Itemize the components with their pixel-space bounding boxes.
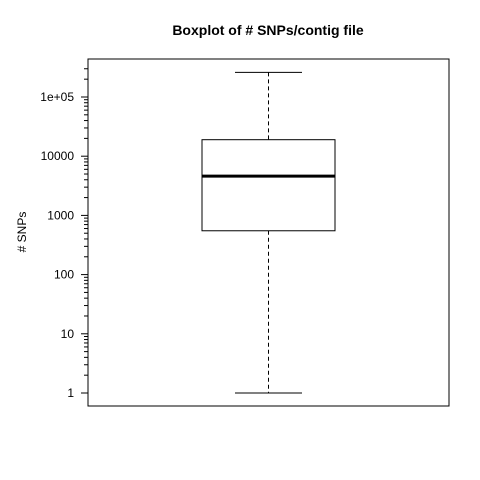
y-tick-label: 1e+05 <box>40 90 74 104</box>
chart-title: Boxplot of # SNPs/contig file <box>172 22 364 38</box>
y-tick-label: 10 <box>61 327 75 341</box>
y-axis: 1 10 100 1000 10000 1e+05 <box>40 68 89 400</box>
y-tick-label: 100 <box>54 268 74 282</box>
y-axis-label: # SNPs <box>15 212 29 253</box>
y-tick-label: 1000 <box>47 208 74 222</box>
y-tick-label: 10000 <box>41 149 75 163</box>
box-group <box>201 71 336 394</box>
y-tick-label: 1 <box>67 386 74 400</box>
iqr-box <box>201 139 336 232</box>
